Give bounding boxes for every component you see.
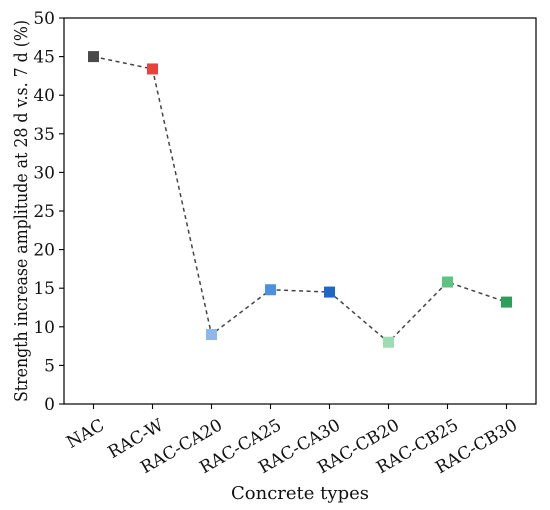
- data-point-nac: [88, 51, 99, 63]
- y-tick-label: 35: [33, 125, 55, 145]
- y-axis-title: Strength increase amplitude at 28 d v.s.…: [11, 20, 32, 402]
- data-point-rac-cb25: [442, 276, 453, 288]
- y-tick-label: 10: [33, 318, 55, 338]
- y-tick-label: 15: [33, 279, 55, 299]
- series-line: [93, 55, 507, 344]
- data-markers: [88, 51, 512, 348]
- y-tick-label: 30: [33, 163, 55, 183]
- data-point-rac-ca20: [206, 329, 217, 341]
- data-point-rac-cb30: [501, 296, 512, 308]
- y-tick-label: 0: [44, 395, 55, 415]
- data-point-rac-ca30: [324, 286, 335, 298]
- axis-ticks: 05101520253035404550NACRAC-WRAC-CA20RAC-…: [33, 9, 521, 478]
- plot-frame: [63, 17, 537, 405]
- x-tick-label: NAC: [63, 415, 108, 452]
- y-tick-label: 40: [33, 86, 55, 106]
- data-point-rac-cb20: [383, 336, 394, 348]
- data-point-rac-ca25: [265, 284, 276, 296]
- y-tick-label: 45: [33, 48, 55, 68]
- x-axis-title: Concrete types: [231, 483, 369, 504]
- data-point-rac-w: [147, 63, 158, 75]
- y-tick-label: 5: [44, 356, 55, 376]
- y-tick-label: 50: [33, 9, 55, 29]
- y-tick-label: 25: [33, 202, 55, 222]
- y-tick-label: 20: [33, 241, 55, 261]
